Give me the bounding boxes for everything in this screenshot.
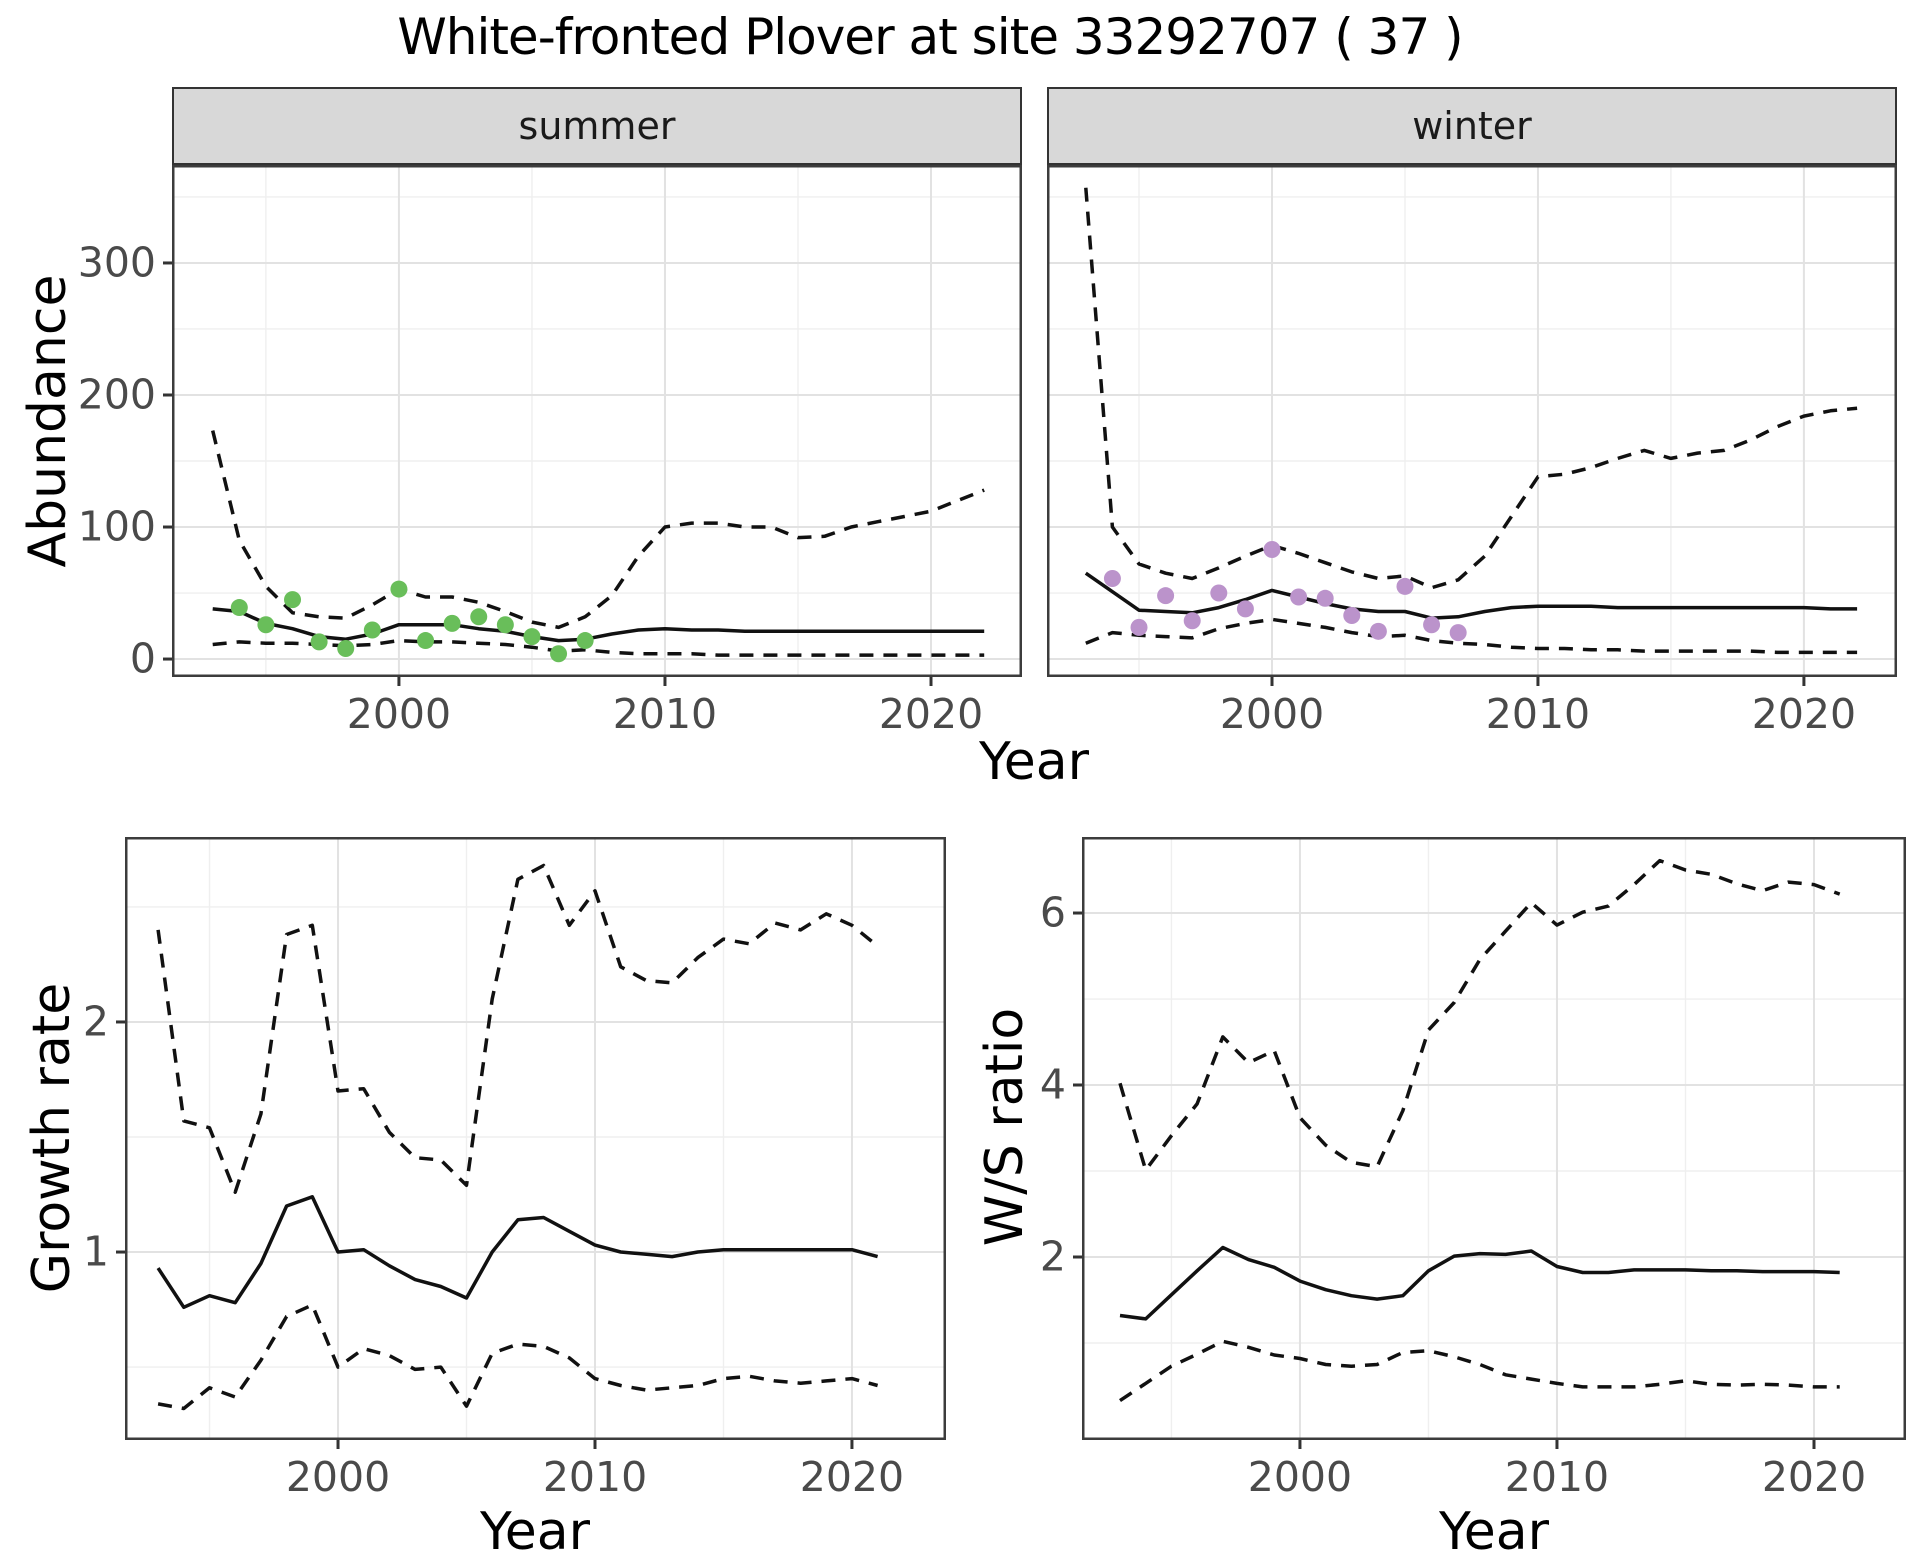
- data-point-summer: [576, 632, 594, 650]
- data-point-summer: [417, 632, 435, 650]
- data-point-winter: [1130, 618, 1148, 636]
- data-point-summer: [496, 616, 514, 634]
- series-median: [156, 1195, 879, 1310]
- data-point-summer: [470, 608, 488, 626]
- data-point-summer: [310, 633, 328, 651]
- top-year-axis-title: Year: [978, 732, 1090, 792]
- series-upper-95ci: [210, 430, 985, 630]
- data-point-winter: [1343, 606, 1361, 624]
- ws-year-axis-title: Year: [1438, 1502, 1550, 1562]
- facet-strip-winter: winter: [1047, 87, 1897, 165]
- data-point-summer: [443, 614, 461, 632]
- y-tick-label: 300: [77, 238, 156, 287]
- series-upper-95ci: [1118, 858, 1841, 1172]
- plot-canvas-growth_rate: [116, 837, 946, 1449]
- growth-year-axis-title: Year: [479, 1502, 591, 1562]
- facet-strip-winter-label: winter: [1412, 104, 1532, 148]
- y-tick-label: 2: [82, 997, 109, 1046]
- panel-winter-abundance: 2000 2010 2020: [1047, 165, 1897, 735]
- data-point-winter: [1449, 624, 1467, 642]
- series-median: [1084, 571, 1858, 620]
- data-point-summer: [390, 580, 408, 598]
- y-tick-label: 200: [77, 370, 156, 419]
- x-tick-label: 2000: [1247, 1453, 1353, 1501]
- ws-ratio-axis-title: W/S ratio: [975, 1007, 1035, 1247]
- panel-ws-ratio: 2000 2010 2020 2 4 6: [1040, 837, 1906, 1498]
- x-tick-label: 2020: [878, 690, 984, 738]
- data-point-summer: [284, 591, 302, 609]
- data-point-summer: [550, 645, 568, 663]
- x-tick-label: 2010: [612, 690, 718, 738]
- data-point-winter: [1423, 616, 1441, 634]
- y-tick-label: 0: [129, 634, 156, 683]
- x-tick-label: 2010: [542, 1453, 648, 1501]
- data-point-winter: [1157, 587, 1175, 605]
- panel-summer-abundance: 2000 2010 2020 0 100 200 300: [78, 165, 1022, 735]
- data-point-winter: [1236, 600, 1254, 618]
- series-upper-95ci: [156, 863, 879, 1194]
- x-tick-label: 2010: [1485, 690, 1591, 738]
- x-tick-label: 2020: [799, 1453, 905, 1501]
- series-upper-95ci: [1084, 187, 1858, 590]
- y-tick-label: 100: [77, 502, 156, 551]
- series-lower-95ci: [1119, 1339, 1840, 1403]
- x-tick-label: 2020: [1751, 690, 1857, 738]
- panel-growth-rate: 2000 2010 2020 1 2: [83, 837, 946, 1498]
- x-tick-label: 2000: [346, 690, 452, 738]
- data-point-winter: [1290, 588, 1308, 606]
- data-point-winter: [1103, 570, 1121, 588]
- data-point-summer: [257, 616, 275, 634]
- data-point-winter: [1396, 577, 1414, 595]
- data-point-winter: [1183, 612, 1201, 630]
- abundance-axis-title: Abundance: [18, 274, 78, 568]
- data-point-summer: [363, 621, 381, 639]
- facet-strip-summer-label: summer: [518, 104, 676, 148]
- x-tick-label: 2010: [1504, 1453, 1610, 1501]
- series-lower-95ci: [212, 638, 985, 657]
- series-median: [1119, 1245, 1840, 1321]
- growth-rate-axis-title: Growth rate: [22, 982, 82, 1294]
- y-tick-label: 4: [1039, 1060, 1066, 1109]
- x-tick-label: 2000: [1219, 690, 1325, 738]
- series-lower-95ci: [157, 1303, 879, 1411]
- plot-canvas-ws_ratio: [1073, 837, 1906, 1449]
- plot-canvas-winter: [1047, 165, 1897, 686]
- data-point-winter: [1369, 622, 1387, 640]
- series-median: [212, 607, 985, 643]
- plot-canvas-summer: [163, 165, 1022, 686]
- data-point-winter: [1210, 584, 1228, 602]
- data-point-summer: [337, 639, 355, 657]
- x-tick-label: 2020: [1761, 1453, 1867, 1501]
- facet-strip-summer: summer: [172, 87, 1022, 165]
- y-tick-label: 1: [82, 1227, 109, 1276]
- y-tick-label: 2: [1039, 1232, 1066, 1281]
- series-lower-95ci: [1085, 617, 1858, 655]
- data-point-summer: [230, 599, 248, 617]
- data-point-winter: [1263, 540, 1281, 558]
- y-tick-label: 6: [1039, 888, 1066, 937]
- data-point-summer: [523, 628, 541, 646]
- chart-title: White-fronted Plover at site 33292707 ( …: [397, 8, 1463, 66]
- x-tick-label: 2000: [285, 1453, 391, 1501]
- data-point-winter: [1316, 589, 1334, 607]
